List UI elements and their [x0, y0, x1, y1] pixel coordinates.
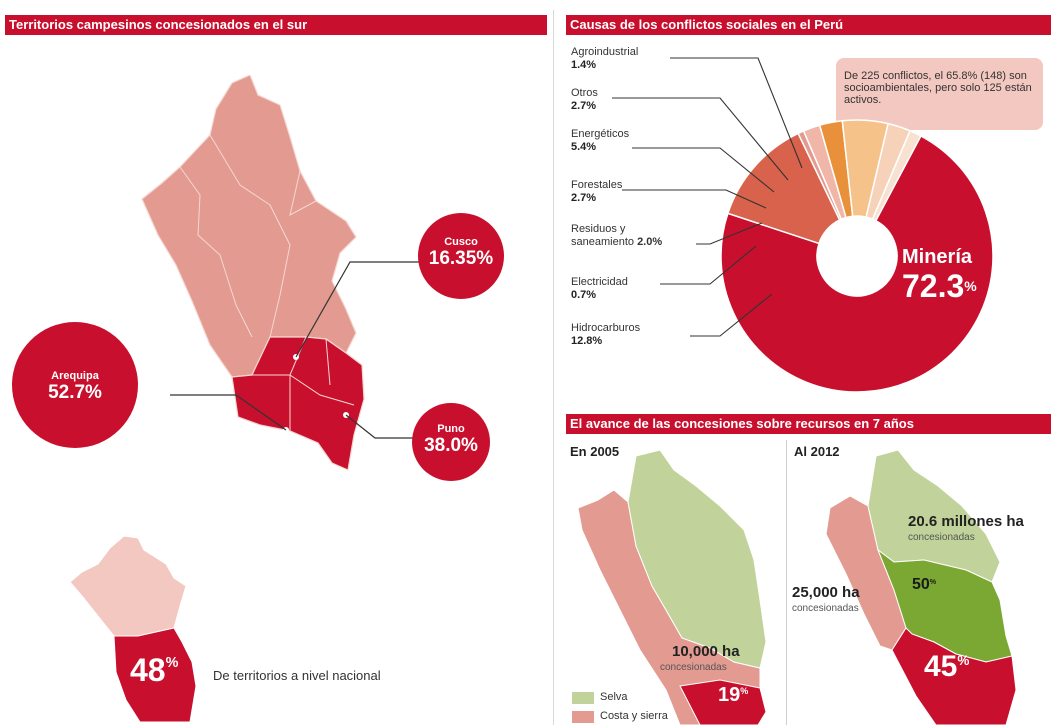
left-panel-title: Territorios campesinos concesionados en …: [5, 15, 547, 35]
national-pct-value: 48: [130, 652, 166, 688]
pct-2012-green: 50%: [912, 576, 936, 594]
label-forestales-name: Forestales: [571, 179, 623, 191]
national-pct: 48%: [130, 652, 178, 689]
map-2005: [577, 450, 767, 725]
map-2005-red: [679, 679, 767, 725]
region-borders: [179, 134, 355, 431]
legend-swatch-costa: [572, 711, 594, 723]
label-otros-pct: 2.7%: [571, 100, 597, 112]
national-pct-sign: %: [165, 654, 179, 671]
label-residuos-pct: 2.0%: [637, 236, 663, 248]
label-forestales-pct: 2.7%: [571, 192, 597, 204]
national-map-lower: [113, 627, 197, 722]
ha-2012-b-sub: concesionadas: [792, 603, 859, 614]
peru-south-highlight: [231, 336, 365, 471]
label-energeticos-pct: 5.4%: [571, 141, 597, 153]
label-agroindustrial-name: Agroindustrial: [571, 46, 639, 58]
leader-forestales: [622, 189, 767, 209]
legend-swatch-selva: [572, 692, 594, 704]
cusco-bubble: Cusco 16.35%: [418, 213, 504, 299]
pct-2012-red-value: 45: [924, 650, 958, 683]
ha-2012-a-sub: concesionadas: [908, 532, 975, 543]
label-hidrocarburos: Hidrocarburos 12.8%: [571, 322, 640, 348]
leader-hidrocarburos: [690, 293, 773, 337]
ha-2012-a: 20.6 millones ha: [908, 513, 1024, 530]
puno-bubble: Puno 38.0%: [412, 403, 490, 481]
ha-2005-sub: concesionadas: [660, 662, 727, 673]
left-connector-lines: [170, 261, 420, 439]
note-box: De 225 conflictos, el 65.8% (148) son so…: [836, 58, 1043, 130]
legend-text-costa: Costa y sierra: [600, 710, 668, 722]
map-2005-selva: [627, 450, 767, 669]
map-2012-red: [891, 627, 1017, 725]
pct-2012-green-value: 50: [912, 576, 930, 593]
mineria-label: Minería 72.3%: [902, 246, 977, 303]
puno-name: Puno: [437, 423, 465, 435]
cusco-value: 16.35%: [428, 248, 494, 269]
label-agroindustrial-pct: 1.4%: [571, 59, 597, 71]
label-residuos: Residuos y saneamiento 2.0%: [571, 223, 662, 249]
mineria-value: 72.3: [902, 268, 965, 304]
year-2005-label: En 2005: [570, 444, 620, 459]
label-hidrocarburos-name: Hidrocarburos: [571, 322, 641, 334]
leader-energeticos: [632, 147, 775, 193]
legend-text-selva: Selva: [600, 691, 628, 703]
ha-2012-b: 25,000 ha: [792, 584, 860, 601]
pct-2012-red: 45%: [924, 650, 969, 684]
maps-divider: [786, 440, 787, 725]
puno-value: 38.0%: [424, 435, 478, 456]
right-top-title: Causas de los conflictos sociales en el …: [566, 15, 1051, 35]
label-otros-name: Otros: [571, 87, 598, 99]
label-electricidad: Electricidad 0.7%: [571, 276, 628, 302]
conflicts-donut-chart: [612, 57, 994, 393]
year-2012-label: Al 2012: [794, 444, 840, 459]
pct-2012-red-sign: %: [957, 652, 970, 668]
label-electricidad-pct: 0.7%: [571, 289, 597, 301]
peru-national-map: [69, 536, 197, 722]
leader-otros: [612, 97, 789, 181]
arequipa-value: 52.7%: [48, 382, 102, 403]
donut-hole: [817, 216, 897, 296]
label-agroindustrial: Agroindustrial 1.4%: [571, 46, 638, 72]
mineria-value-wrap: 72.3%: [902, 269, 977, 303]
ha-2005: 10,000 ha: [672, 643, 740, 660]
national-map-upper: [69, 536, 187, 637]
map-2012: [825, 450, 1017, 725]
leader-electricidad: [660, 245, 757, 285]
arequipa-name: Arequipa: [51, 370, 99, 382]
label-otros: Otros 2.7%: [571, 87, 598, 113]
arequipa-bubble: Arequipa 52.7%: [12, 322, 138, 448]
panel-divider: [553, 10, 554, 725]
pct-2005-value: 19: [718, 684, 741, 706]
label-energeticos: Energéticos 5.4%: [571, 128, 629, 154]
label-residuos-name2: saneamiento: [571, 236, 634, 248]
national-label: De territorios a nivel nacional: [213, 668, 381, 683]
peru-south-map: [141, 75, 365, 471]
label-energeticos-name: Energéticos: [571, 128, 630, 140]
pct-2005-sign: %: [740, 685, 749, 696]
pct-2005: 19%: [718, 684, 748, 707]
leader-agroindustrial: [670, 57, 803, 169]
mineria-name: Minería: [902, 246, 973, 268]
mineria-sign: %: [964, 278, 977, 294]
label-forestales: Forestales 2.7%: [571, 179, 622, 205]
label-hidrocarburos-pct: 12.8%: [571, 335, 603, 347]
label-electricidad-name: Electricidad: [571, 276, 628, 288]
leader-residuos: [696, 222, 763, 245]
right-bottom-title: El avance de las concesiones sobre recur…: [566, 414, 1051, 434]
pct-2012-green-sign: %: [929, 577, 937, 587]
label-residuos-name: Residuos y: [571, 223, 626, 235]
cusco-name: Cusco: [444, 236, 478, 248]
